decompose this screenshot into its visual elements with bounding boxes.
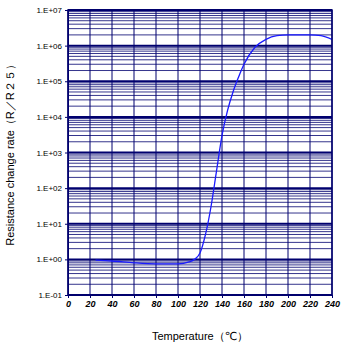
x-axis: 0 20 40 60 80 100 120 140 160 180 200 220 240 xyxy=(66,295,340,309)
plot-area: 1.E-01 1.E+00 1.E+01 1.E+02 1.E+03 1.E+04 1.E+… xyxy=(36,6,340,309)
x-tick: 80 xyxy=(151,295,161,309)
x-tick-mark xyxy=(310,295,311,298)
y-tick-mark xyxy=(65,153,68,154)
x-tick: 160 xyxy=(237,295,252,309)
plot-frame xyxy=(68,10,332,295)
y-tick-label: 1.E-01 xyxy=(38,291,62,300)
y-tick-mark xyxy=(65,81,68,82)
x-tick-mark xyxy=(266,295,267,298)
x-tick: 240 xyxy=(324,295,340,309)
y-tick-label: 1.E+02 xyxy=(36,184,62,193)
grid-line xyxy=(90,10,91,295)
y-tick: 1.E+00 xyxy=(36,255,68,264)
x-tick-label: 40 xyxy=(106,299,117,309)
grid xyxy=(68,10,332,295)
x-tick: 140 xyxy=(215,295,230,309)
x-tick-mark xyxy=(288,295,289,298)
y-tick-label: 1.E+03 xyxy=(36,149,62,158)
y-tick-label: 1.E+06 xyxy=(36,42,62,51)
x-tick-label: 200 xyxy=(280,299,296,309)
x-tick-mark xyxy=(332,295,333,298)
x-tick-label: 220 xyxy=(302,299,318,309)
grid-line xyxy=(112,10,113,295)
x-tick-label: 140 xyxy=(215,299,230,309)
x-tick: 60 xyxy=(129,295,139,309)
y-tick-mark xyxy=(65,188,68,189)
grid-line xyxy=(288,10,289,295)
grid-line xyxy=(222,10,223,295)
x-tick: 0 xyxy=(66,295,71,309)
y-tick: 1.E+04 xyxy=(36,113,68,122)
grid-line xyxy=(156,10,157,295)
y-axis-title: Resistance change rate（R／R２５） xyxy=(4,59,16,245)
x-tick-label: 100 xyxy=(171,299,186,309)
x-tick-mark xyxy=(222,295,223,298)
y-axis: 1.E-01 1.E+00 1.E+01 1.E+02 1.E+03 1.E+04 1.E+… xyxy=(36,6,68,300)
y-tick-mark xyxy=(65,224,68,225)
series-group xyxy=(96,35,333,264)
x-tick-mark xyxy=(156,295,157,298)
x-tick: 220 xyxy=(302,295,318,309)
chart: 1.E-01 1.E+00 1.E+01 1.E+02 1.E+03 1.E+04 1.E+… xyxy=(0,0,350,350)
x-tick-mark xyxy=(244,295,245,298)
x-tick: 200 xyxy=(280,295,296,309)
grid-line xyxy=(266,10,267,295)
y-tick-mark xyxy=(65,295,68,296)
y-tick: 1.E-01 xyxy=(38,291,68,300)
y-tick: 1.E+03 xyxy=(36,149,68,158)
x-tick-mark xyxy=(112,295,113,298)
x-tick-label: 60 xyxy=(129,299,139,309)
grid-line xyxy=(134,10,135,295)
y-tick: 1.E+06 xyxy=(36,42,68,51)
y-axis-line xyxy=(65,11,69,296)
grid-line xyxy=(244,10,245,295)
x-axis-line xyxy=(69,296,333,299)
x-tick-label: 160 xyxy=(237,299,252,309)
y-tick-label: 1.E+07 xyxy=(36,6,62,15)
x-tick: 120 xyxy=(193,295,208,309)
x-tick-mark xyxy=(68,295,69,298)
y-tick: 1.E+02 xyxy=(36,184,68,193)
x-tick-label: 240 xyxy=(324,299,340,309)
y-tick-mark xyxy=(65,259,68,260)
y-tick-label: 1.E+05 xyxy=(36,77,62,86)
x-tick-label: 0 xyxy=(66,299,71,309)
y-tick-label: 1.E+01 xyxy=(36,220,62,229)
grid-line xyxy=(178,10,179,295)
x-tick: 20 xyxy=(84,295,95,309)
y-tick-label: 1.E+00 xyxy=(36,255,62,264)
x-tick-label: 180 xyxy=(259,299,274,309)
y-tick-mark xyxy=(65,117,68,118)
x-tick: 180 xyxy=(259,295,274,309)
x-tick-label: 80 xyxy=(151,299,161,309)
y-tick-mark xyxy=(65,46,68,47)
y-tick: 1.E+07 xyxy=(36,6,68,15)
x-tick-mark xyxy=(90,295,91,298)
x-tick-mark xyxy=(200,295,201,298)
x-tick: 40 xyxy=(106,295,117,309)
y-tick: 1.E+05 xyxy=(36,77,68,86)
x-tick-label: 20 xyxy=(84,299,95,309)
x-tick: 100 xyxy=(171,295,186,309)
x-tick-label: 120 xyxy=(193,299,208,309)
y-tick: 1.E+01 xyxy=(36,220,68,229)
data-line xyxy=(96,35,333,264)
plot-background xyxy=(68,10,332,295)
y-tick-label: 1.E+04 xyxy=(36,113,62,122)
y-tick-mark xyxy=(65,10,68,11)
x-tick-mark xyxy=(178,295,179,298)
x-axis-title: Temperature（℃） xyxy=(152,330,248,342)
grid-line xyxy=(310,10,311,295)
x-tick-mark xyxy=(134,295,135,298)
